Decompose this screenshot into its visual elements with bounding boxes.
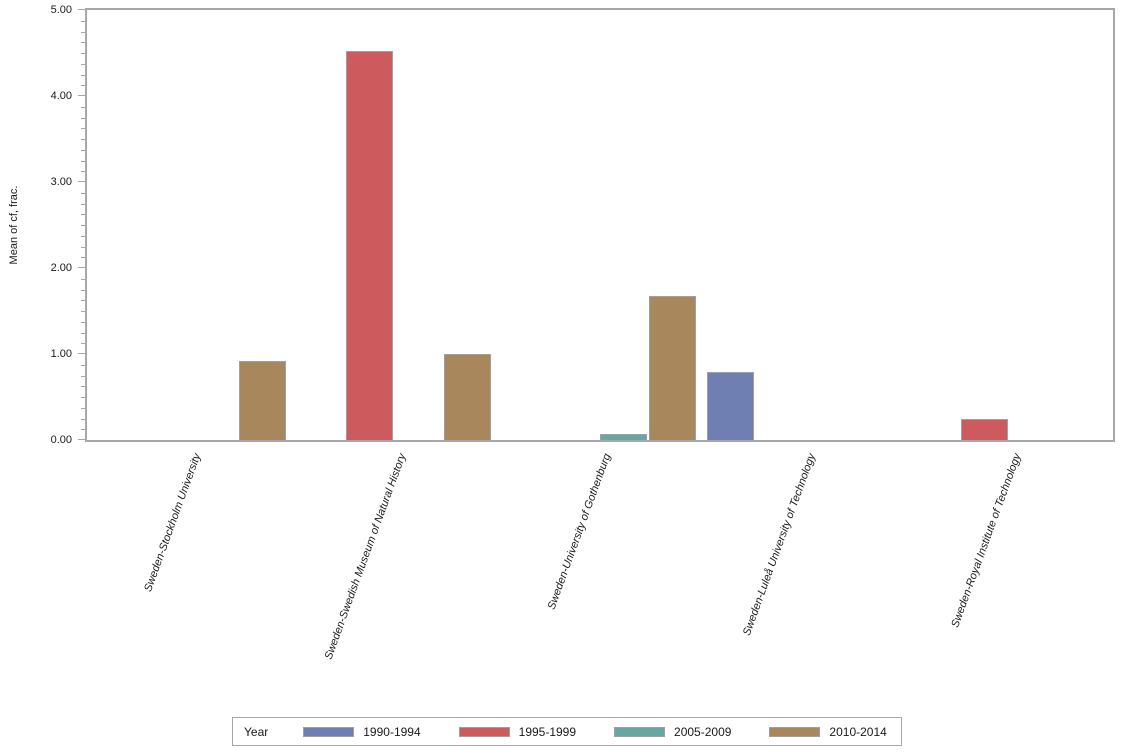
y-major-tick xyxy=(78,353,85,354)
y-major-tick xyxy=(78,267,85,268)
y-minor-tick xyxy=(81,429,85,430)
y-tick-label: 0.00 xyxy=(50,434,72,446)
bar-2010-2014-cat1 xyxy=(239,361,286,440)
y-minor-tick xyxy=(81,236,85,237)
y-minor-tick xyxy=(81,150,85,151)
y-minor-tick xyxy=(81,343,85,344)
y-minor-tick xyxy=(81,161,85,162)
bar-2005-2009-cat3 xyxy=(600,434,647,440)
y-tick-label: 1.00 xyxy=(50,348,72,360)
legend-item: 1995-1999 xyxy=(458,724,577,739)
x-category-label: Sweden-Luleå University of Technology xyxy=(741,452,819,638)
legend-item: 2010-2014 xyxy=(769,724,887,739)
legend: Year 1990-1994 1995-1999 2005-2009 2010-201… xyxy=(232,717,902,746)
x-category-label: Sweden-Royal Institute of Technology xyxy=(948,452,1024,630)
y-minor-tick xyxy=(81,397,85,398)
legend-swatch xyxy=(458,726,510,737)
y-axis-title: Mean of cf, frac. xyxy=(8,185,20,265)
x-category-label: Sweden-Stockholm University xyxy=(142,452,204,594)
legend-title: Year xyxy=(244,724,269,739)
y-minor-tick xyxy=(81,386,85,387)
y-minor-tick xyxy=(81,171,85,172)
y-tick-label: 2.00 xyxy=(50,262,72,274)
y-minor-tick xyxy=(81,419,85,420)
y-minor-tick xyxy=(81,408,85,409)
y-major-tick xyxy=(78,181,85,182)
y-tick-label: 3.00 xyxy=(50,176,72,188)
legend-label: 1995-1999 xyxy=(518,724,577,739)
y-minor-tick xyxy=(81,333,85,334)
legend-swatch xyxy=(303,726,355,737)
y-minor-tick xyxy=(81,204,85,205)
y-minor-tick xyxy=(81,107,85,108)
y-minor-tick xyxy=(81,300,85,301)
legend-label: 1990-1994 xyxy=(363,724,421,739)
y-minor-tick xyxy=(81,365,85,366)
y-minor-tick xyxy=(81,247,85,248)
y-minor-tick xyxy=(81,21,85,22)
bar-2010-2014-cat2 xyxy=(444,354,491,440)
legend-label: 2010-2014 xyxy=(829,724,887,739)
bar-1990-1994-cat4 xyxy=(707,372,754,440)
y-tick-label: 4.00 xyxy=(50,90,72,102)
y-minor-tick xyxy=(81,139,85,140)
y-minor-tick xyxy=(81,64,85,65)
y-minor-tick xyxy=(81,128,85,129)
y-minor-tick xyxy=(81,290,85,291)
y-minor-tick xyxy=(81,118,85,119)
y-minor-tick xyxy=(81,322,85,323)
y-minor-tick xyxy=(81,42,85,43)
legend-swatch xyxy=(614,726,666,737)
y-minor-tick xyxy=(81,225,85,226)
bar-2010-2014-cat3 xyxy=(649,296,696,440)
x-category-label: Sweden-University of Gothenburg xyxy=(545,452,614,612)
y-minor-tick xyxy=(81,214,85,215)
legend-label: 2005-2009 xyxy=(674,724,732,739)
y-tick-label: 5.00 xyxy=(50,4,72,16)
y-major-tick xyxy=(78,439,85,440)
y-minor-tick xyxy=(81,311,85,312)
legend-items: 1990-1994 1995-1999 2005-2009 2010-2014 xyxy=(303,725,887,739)
y-minor-tick xyxy=(81,75,85,76)
legend-item: 2005-2009 xyxy=(614,725,731,739)
legend-item: 1990-1994 xyxy=(303,724,421,739)
y-major-tick xyxy=(78,9,85,10)
y-minor-tick xyxy=(81,53,85,54)
y-minor-tick xyxy=(81,193,85,194)
y-minor-tick xyxy=(81,279,85,280)
x-category-label: Sweden-Swedish Museum of Natural History xyxy=(322,452,409,662)
y-minor-tick xyxy=(81,85,85,86)
bar-1995-1999-cat5 xyxy=(961,419,1008,440)
y-major-tick xyxy=(78,95,85,96)
bar-1995-1999-cat2 xyxy=(346,51,393,440)
y-minor-tick xyxy=(81,376,85,377)
legend-swatch xyxy=(769,726,821,737)
y-minor-tick xyxy=(81,257,85,258)
y-minor-tick xyxy=(81,32,85,33)
